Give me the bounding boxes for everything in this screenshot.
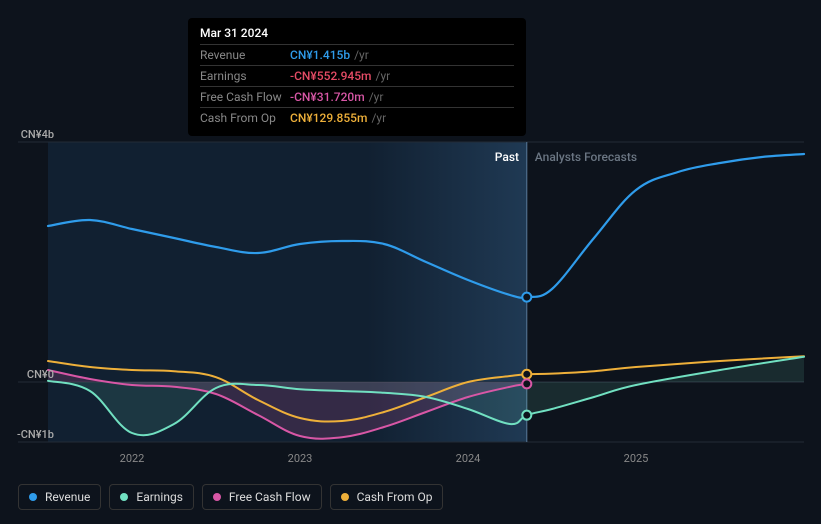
legend-dot-icon — [213, 493, 221, 501]
region-label-forecast: Analysts Forecasts — [535, 150, 637, 164]
legend-item-earnings[interactable]: Earnings — [109, 484, 194, 510]
legend-item-fcf[interactable]: Free Cash Flow — [202, 484, 322, 510]
legend-item-label: Revenue — [45, 490, 90, 504]
legend-dot-icon — [29, 493, 37, 501]
chart-legend: Revenue Earnings Free Cash Flow Cash From O… — [18, 484, 443, 510]
region-label-past: Past — [495, 150, 519, 164]
legend-item-label: Free Cash Flow — [229, 490, 311, 504]
legend-item-cash_from_op[interactable]: Cash From Op — [330, 484, 444, 510]
y-axis-label: CN¥4b — [4, 128, 54, 141]
legend-item-label: Earnings — [136, 490, 183, 504]
legend-item-revenue[interactable]: Revenue — [18, 484, 101, 510]
y-axis-label: CN¥0 — [4, 368, 54, 381]
x-axis-label: 2024 — [456, 452, 481, 465]
y-axis-label: -CN¥1b — [4, 428, 54, 441]
series-marker-revenue[interactable] — [522, 293, 531, 302]
x-axis-label: 2023 — [288, 452, 313, 465]
x-axis-label: 2022 — [120, 452, 145, 465]
financials-chart-container: { "background_color": "#0d131c", "toolti… — [0, 0, 821, 524]
legend-dot-icon — [341, 493, 349, 501]
series-marker-earnings[interactable] — [522, 411, 531, 420]
legend-dot-icon — [120, 493, 128, 501]
line-chart[interactable] — [0, 0, 821, 524]
series-marker-fcf[interactable] — [522, 379, 531, 388]
x-axis-label: 2025 — [624, 452, 649, 465]
series-marker-cash_from_op[interactable] — [522, 370, 531, 379]
legend-item-label: Cash From Op — [357, 490, 433, 504]
